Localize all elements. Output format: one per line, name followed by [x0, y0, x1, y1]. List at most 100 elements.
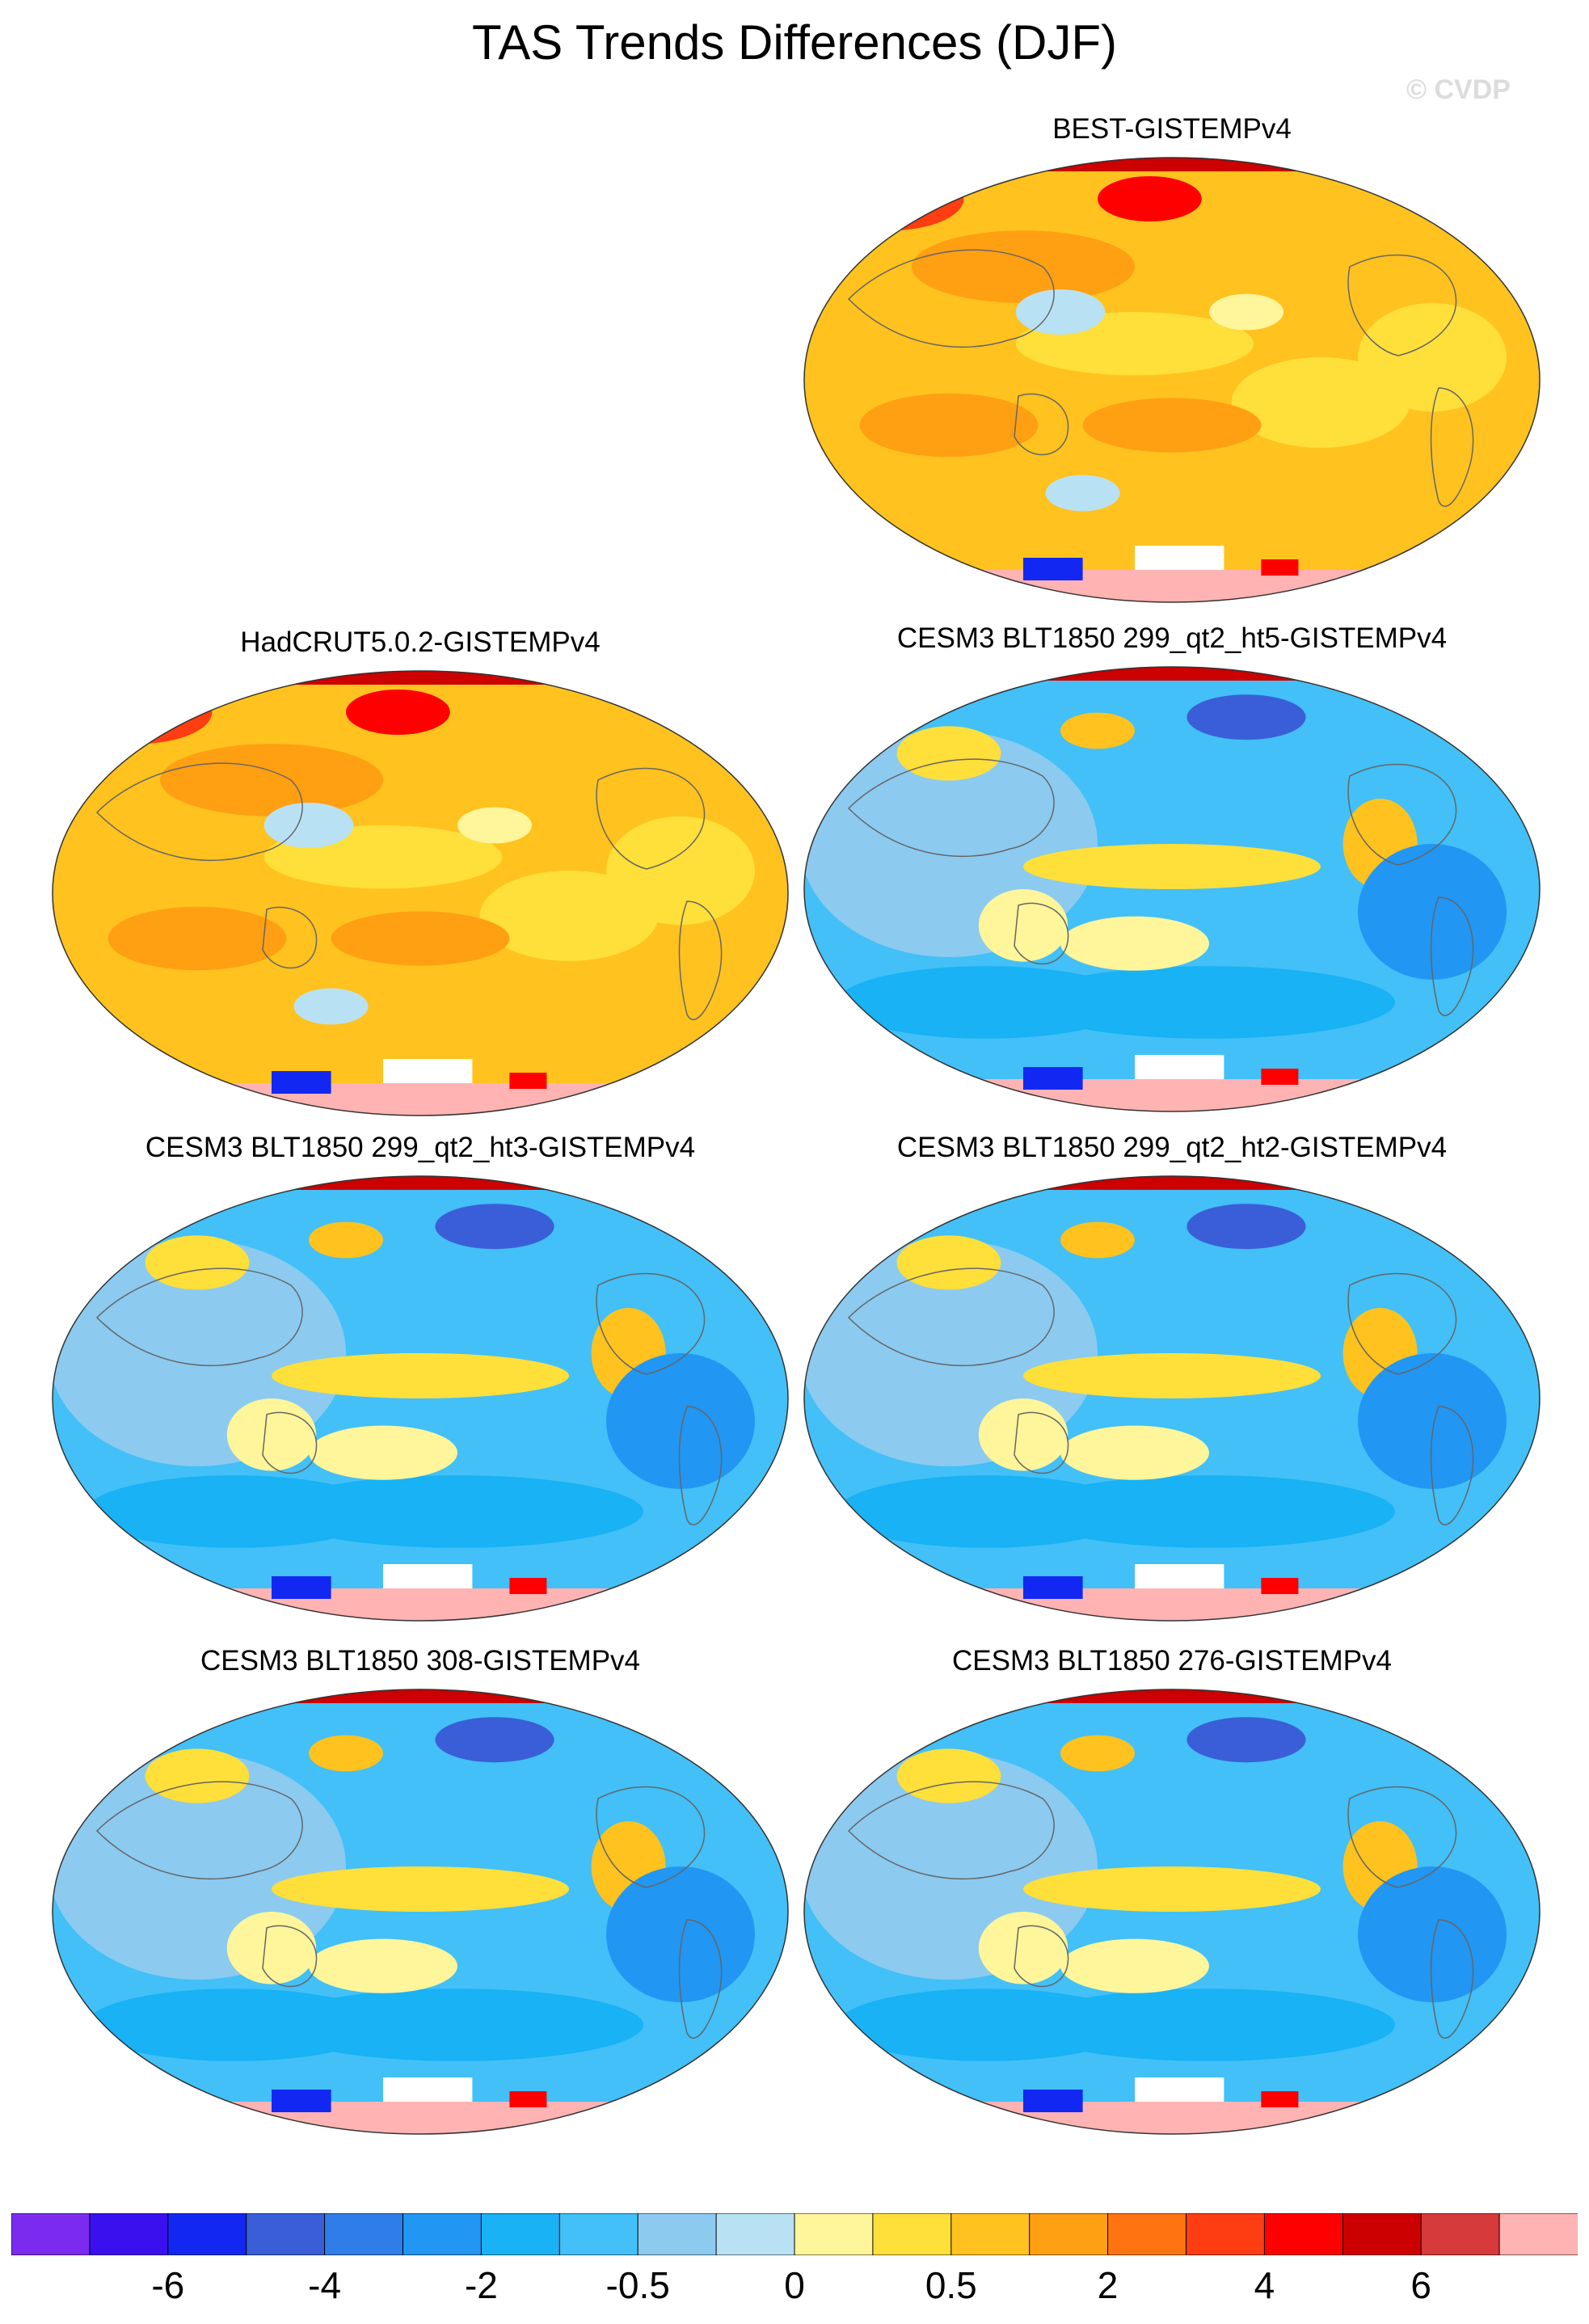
robinson-map: [52, 1689, 789, 2135]
antarctic-strip: [804, 1588, 1540, 1621]
coastline: [1014, 902, 1069, 965]
trend-region: [1060, 916, 1209, 971]
map-field: [804, 1176, 1540, 1621]
trend-region: [435, 1717, 554, 1763]
antarctic-cold-patch: [1023, 1576, 1083, 1599]
trend-region: [1358, 844, 1507, 980]
trend-region: [272, 1866, 569, 1912]
antarctic-warm-patch: [1261, 2091, 1299, 2107]
coastline: [847, 1267, 1055, 1367]
trend-region: [606, 816, 755, 926]
colorbar-tick-label: 4: [1254, 2264, 1275, 2306]
trend-region: [145, 1748, 250, 1803]
coastline: [678, 1406, 723, 1526]
panel-title: CESM3 BLT1850 299_qt2_ht2-GISTEMPv4: [896, 1132, 1448, 1163]
panel-title: CESM3 BLT1850 308-GISTEMPv4: [200, 1645, 641, 1677]
arctic-band: [804, 1176, 1540, 1190]
trend-region: [1186, 694, 1306, 740]
coastline: [1430, 896, 1474, 1017]
colorbar-tick-label: 6: [1410, 2264, 1431, 2306]
coastline: [95, 1781, 303, 1880]
panel-title: HadCRUT5.0.2-GISTEMPv4: [240, 626, 601, 658]
antarctic-cold-patch: [272, 1576, 331, 1599]
trend-region: [896, 726, 1001, 781]
robinson-map: [803, 666, 1541, 1112]
figure-title: TAS Trends Differences (DJF): [472, 15, 1117, 70]
coastline: [1014, 393, 1069, 456]
trend-region: [606, 1353, 755, 1489]
colorbar-swatch: [11, 2213, 91, 2255]
trend-region: [859, 393, 1039, 458]
trend-region: [1060, 712, 1135, 749]
panel-title: CESM3 BLT1850 276-GISTEMPv4: [951, 1645, 1393, 1677]
colorbar-tick-label: 0.5: [925, 2264, 977, 2306]
trend-region: [86, 1475, 383, 1548]
colorbar-tick-label: -0.5: [605, 2264, 670, 2306]
map-panel-ht3: CESM3 BLT1850 299_qt2_ht3-GISTEMPv4: [48, 1132, 792, 1633]
colorbar-swatch: [558, 2213, 639, 2255]
map-border: [803, 1175, 1541, 1622]
trend-region: [309, 1735, 383, 1772]
trend-region: [1060, 1425, 1209, 1480]
map-border: [803, 666, 1541, 1112]
trend-region: [837, 1989, 1135, 2061]
coastline: [1347, 1272, 1457, 1375]
trend-region: [309, 1425, 457, 1480]
antarctic-strip: [804, 1079, 1540, 1111]
coastline: [1430, 387, 1474, 508]
trend-region: [107, 906, 287, 971]
trend-region: [978, 1912, 1068, 1984]
trend-region: [1023, 1989, 1395, 2061]
antarctic-warm-patch: [1261, 1578, 1299, 1594]
colorbar-swatch: [1420, 2213, 1501, 2255]
trend-region: [272, 1475, 643, 1548]
trend-region: [978, 889, 1068, 962]
trend-region: [896, 1748, 1001, 1803]
trend-region: [293, 988, 369, 1025]
trend-region: [912, 230, 1135, 303]
coastline: [596, 1786, 706, 1888]
colorbar-swatch: [1186, 2213, 1266, 2255]
colorbar-swatch: [794, 2213, 874, 2255]
map-panel-hadcrut: HadCRUT5.0.2-GISTEMPv4: [48, 626, 792, 1128]
trend-region: [1023, 1353, 1321, 1398]
trend-region: [606, 1866, 755, 2002]
antarctic-strip: [53, 1588, 788, 1621]
map-field: [804, 158, 1540, 602]
missing-data-patch: [383, 2077, 473, 2102]
map-border: [52, 670, 789, 1116]
trend-region: [226, 1398, 317, 1471]
coastline: [1014, 1925, 1069, 1988]
trend-region: [272, 1989, 643, 2061]
trend-region: [1358, 302, 1507, 412]
coastline: [1347, 763, 1457, 866]
colorbar-swatch: [89, 2213, 169, 2255]
missing-data-patch: [383, 1059, 473, 1083]
map-border: [803, 1689, 1541, 2135]
antarctic-warm-patch: [509, 1073, 547, 1089]
colorbar-tick-label: 2: [1097, 2264, 1119, 2306]
coastline: [678, 900, 723, 1021]
coastline: [847, 1781, 1055, 1880]
colorbar-swatch: [1029, 2213, 1109, 2255]
map-border: [52, 1689, 789, 2135]
arctic-band: [804, 667, 1540, 681]
colorbar-swatch: [1263, 2213, 1344, 2255]
coastline: [1347, 1786, 1457, 1888]
antarctic-cold-patch: [272, 1071, 331, 1094]
trend-region: [1060, 1938, 1209, 1993]
coastline: [847, 758, 1055, 858]
robinson-map: [52, 670, 789, 1116]
trend-region: [978, 1398, 1068, 1471]
arctic-band: [804, 158, 1540, 171]
panel-title: BEST-GISTEMPv4: [1052, 113, 1292, 145]
missing-data-patch: [383, 1564, 473, 1588]
colorbar-swatch: [1107, 2213, 1187, 2255]
trend-region: [1098, 176, 1202, 221]
colorbar-swatch: [167, 2213, 247, 2255]
trend-region: [86, 1989, 383, 2061]
cvdp-watermark: © CVDP: [1406, 74, 1511, 105]
coastline: [1430, 1406, 1474, 1526]
arctic-band: [53, 1689, 788, 1703]
coastline: [1347, 254, 1457, 356]
